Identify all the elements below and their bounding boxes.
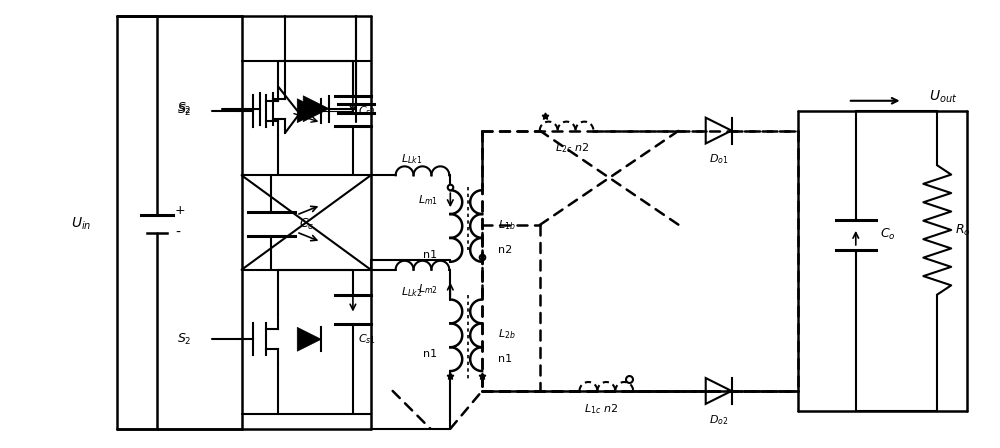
Text: n1: n1 bbox=[498, 354, 512, 364]
Text: $C_{s1}$: $C_{s1}$ bbox=[358, 332, 376, 346]
Text: $U_{in}$: $U_{in}$ bbox=[71, 216, 91, 232]
Text: -: - bbox=[175, 226, 180, 240]
Text: $L_{1c}\ n2$: $L_{1c}\ n2$ bbox=[584, 402, 619, 416]
Text: $C_c$: $C_c$ bbox=[299, 216, 315, 232]
Text: $L_{1b}$: $L_{1b}$ bbox=[498, 218, 516, 232]
Text: $L_{2b}$: $L_{2b}$ bbox=[498, 327, 516, 341]
Text: $D_{o1}$: $D_{o1}$ bbox=[709, 152, 728, 166]
Text: $L_{m1}$: $L_{m1}$ bbox=[418, 193, 438, 207]
Text: $L_{Lk1}$: $L_{Lk1}$ bbox=[401, 152, 422, 166]
Text: $R_o$: $R_o$ bbox=[955, 222, 971, 237]
Text: n1: n1 bbox=[423, 250, 437, 260]
Text: n1: n1 bbox=[423, 349, 437, 359]
Text: $L_{2c}\ n2$: $L_{2c}\ n2$ bbox=[555, 142, 589, 155]
Polygon shape bbox=[297, 327, 321, 351]
Text: $U_{out}$: $U_{out}$ bbox=[929, 89, 957, 105]
Text: $C_o$: $C_o$ bbox=[880, 228, 895, 242]
Text: $S_2$: $S_2$ bbox=[177, 332, 192, 347]
Text: $L_{m2}$: $L_{m2}$ bbox=[418, 283, 438, 297]
Text: $C_{s2}$: $C_{s2}$ bbox=[358, 104, 376, 118]
Polygon shape bbox=[303, 96, 329, 122]
Text: $L_{Lk2}$: $L_{Lk2}$ bbox=[401, 286, 422, 299]
Polygon shape bbox=[297, 99, 321, 123]
Text: +: + bbox=[175, 203, 186, 216]
Text: $S_2$: $S_2$ bbox=[177, 103, 192, 118]
Text: $D_{o2}$: $D_{o2}$ bbox=[709, 413, 728, 426]
Text: $S_2$: $S_2$ bbox=[177, 101, 192, 116]
Text: n2: n2 bbox=[498, 245, 512, 255]
